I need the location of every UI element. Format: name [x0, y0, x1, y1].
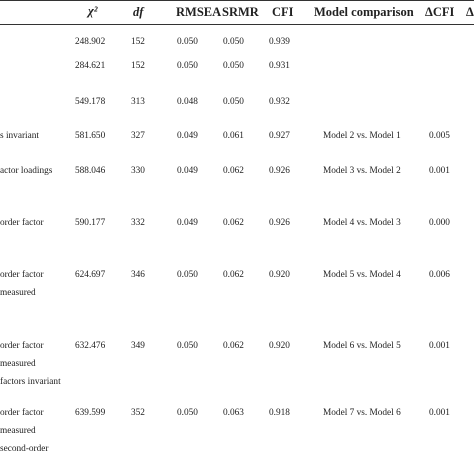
- cell-delta-cfi: 0.005: [429, 131, 450, 141]
- row-description: order factor: [0, 218, 44, 228]
- cell-delta-cfi: 0.000: [429, 218, 450, 228]
- top-rule: [0, 0, 474, 1]
- header-cfi: CFI: [272, 5, 294, 19]
- cell-df: 332: [131, 218, 145, 228]
- row-description: s invariant: [0, 131, 39, 141]
- cell-srmr: 0.062: [223, 341, 244, 351]
- row-description: measured: [0, 426, 36, 436]
- cell-delta-cfi: 0.001: [429, 341, 450, 351]
- cell-rmsea: 0.050: [177, 341, 198, 351]
- cell-srmr: 0.050: [223, 61, 244, 71]
- row-description: measured: [0, 288, 36, 298]
- cell-df: 330: [131, 166, 145, 176]
- cell-rmsea: 0.050: [177, 270, 198, 280]
- header-chi-square-text: χ²: [88, 4, 98, 18]
- cell-model-comparison: Model 4 vs. Model 3: [323, 218, 401, 228]
- cell-cfi: 0.920: [269, 341, 290, 351]
- cell-rmsea: 0.049: [177, 131, 198, 141]
- row-description: order factor: [0, 341, 44, 351]
- cell-rmsea: 0.049: [177, 166, 198, 176]
- cell-model-comparison: Model 6 vs. Model 5: [323, 341, 401, 351]
- header-chi-square: χ²: [88, 4, 98, 19]
- cell-model-comparison: Model 2 vs. Model 1: [323, 131, 401, 141]
- cell-rmsea: 0.049: [177, 218, 198, 228]
- row-description: second-order: [0, 444, 49, 454]
- row-description: actor loadings: [0, 166, 53, 176]
- cell-model-comparison: Model 7 vs. Model 6: [323, 408, 401, 418]
- cell-chi-square: 581.650: [75, 131, 106, 141]
- cell-rmsea: 0.050: [177, 37, 198, 47]
- cell-srmr: 0.061: [223, 131, 244, 141]
- cell-cfi: 0.926: [269, 166, 290, 176]
- cell-df: 346: [131, 270, 145, 280]
- cell-chi-square: 248.902: [75, 37, 106, 47]
- cell-df: 352: [131, 408, 145, 418]
- cell-chi-square: 284.621: [75, 61, 106, 71]
- cell-rmsea: 0.050: [177, 61, 198, 71]
- cell-cfi: 0.932: [269, 97, 290, 107]
- cell-srmr: 0.050: [223, 37, 244, 47]
- header-df: df: [133, 5, 144, 19]
- header-model-comparison: Model comparison: [314, 5, 414, 19]
- cell-srmr: 0.062: [223, 218, 244, 228]
- cell-cfi: 0.920: [269, 270, 290, 280]
- header-rule: [0, 24, 474, 25]
- cell-cfi: 0.926: [269, 218, 290, 228]
- cell-rmsea: 0.048: [177, 97, 198, 107]
- row-description: order factor: [0, 270, 44, 280]
- cell-model-comparison: Model 5 vs. Model 4: [323, 270, 401, 280]
- header-cut-off: Δ: [466, 5, 474, 19]
- row-description: factors invariant: [0, 377, 61, 387]
- cell-cfi: 0.931: [269, 61, 290, 71]
- cell-chi-square: 624.697: [75, 270, 106, 280]
- cell-df: 313: [131, 97, 145, 107]
- cell-cfi: 0.939: [269, 37, 290, 47]
- cell-df: 152: [131, 61, 145, 71]
- cell-df: 327: [131, 131, 145, 141]
- cell-chi-square: 639.599: [75, 408, 106, 418]
- row-description: order factor: [0, 408, 44, 418]
- cell-chi-square: 588.046: [75, 166, 106, 176]
- row-description: measured: [0, 359, 36, 369]
- header-srmr: SRMR: [222, 5, 259, 19]
- cell-srmr: 0.062: [223, 166, 244, 176]
- cell-df: 349: [131, 341, 145, 351]
- cell-srmr: 0.062: [223, 270, 244, 280]
- cell-chi-square: 632.476: [75, 341, 106, 351]
- cell-cfi: 0.918: [269, 408, 290, 418]
- cell-chi-square: 549.178: [75, 97, 106, 107]
- cell-cfi: 0.927: [269, 131, 290, 141]
- cell-srmr: 0.050: [223, 97, 244, 107]
- header-delta-cfi: ΔCFI: [425, 5, 455, 19]
- header-rmsea: RMSEA: [176, 5, 222, 19]
- cell-rmsea: 0.050: [177, 408, 198, 418]
- cell-srmr: 0.063: [223, 408, 244, 418]
- cell-model-comparison: Model 3 vs. Model 2: [323, 166, 401, 176]
- cell-df: 152: [131, 37, 145, 47]
- cell-chi-square: 590.177: [75, 218, 106, 228]
- cell-delta-cfi: 0.001: [429, 408, 450, 418]
- cell-delta-cfi: 0.001: [429, 166, 450, 176]
- cell-delta-cfi: 0.006: [429, 270, 450, 280]
